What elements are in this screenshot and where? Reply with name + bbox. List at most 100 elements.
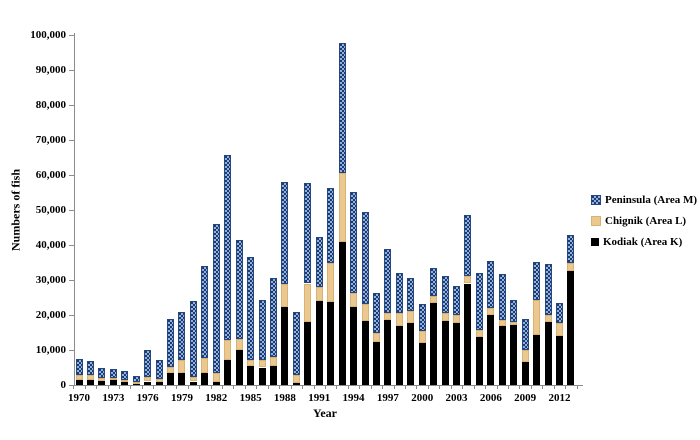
x-tick-label: 1991	[308, 392, 331, 404]
bar-segment-chignik-1972	[98, 378, 106, 381]
bar-segment-kodiak-1973	[109, 380, 117, 385]
x-tick-label: 2000	[411, 392, 434, 404]
bar-segment-peninsula-1977	[155, 359, 163, 380]
bar-segment-kodiak-2009	[521, 361, 529, 385]
bar-segment-kodiak-1999	[407, 322, 415, 385]
bar-segment-chignik-2004	[464, 276, 472, 284]
bar-segment-peninsula-1980	[189, 301, 197, 377]
legend: Peninsula (Area M) Chignik (Area L) Kodiak…	[591, 194, 697, 257]
bar-segment-chignik-1976	[144, 377, 152, 382]
bar-segment-chignik-1975	[132, 382, 140, 385]
bar-segment-chignik-1991	[315, 286, 323, 301]
y-axis-line	[74, 33, 75, 386]
y-tick-label: 90,000	[35, 64, 66, 76]
bar-segment-kodiak-1975	[132, 383, 140, 385]
bar-segment-kodiak-1986	[258, 367, 266, 385]
bar-segment-chignik-2000	[418, 331, 426, 344]
bar-segment-chignik-1982	[212, 372, 220, 383]
bar-segment-peninsula-1990	[304, 183, 312, 284]
bar-segment-chignik-2013	[567, 262, 575, 271]
x-tick	[302, 385, 304, 389]
chignik-swatch-icon	[591, 216, 601, 226]
bar-segment-peninsula-1971	[86, 360, 94, 375]
peninsula-swatch-icon	[591, 195, 601, 205]
bar-segment-peninsula-2007	[498, 274, 506, 320]
y-tick	[69, 35, 74, 36]
bar-segment-chignik-1979	[178, 360, 186, 374]
y-tick-label: 50,000	[35, 204, 66, 216]
x-tick	[473, 385, 475, 389]
x-tick	[324, 385, 326, 389]
x-tick	[210, 385, 212, 389]
bar-segment-peninsula-1997	[384, 248, 392, 313]
bar-segment-chignik-2006	[487, 308, 495, 315]
x-tick	[416, 385, 418, 389]
x-tick	[519, 385, 521, 389]
bar-segment-kodiak-2005	[475, 336, 483, 385]
x-tick	[427, 385, 429, 389]
bar-segment-chignik-1980	[189, 376, 197, 382]
x-tick	[256, 385, 258, 389]
bar-segment-peninsula-1976	[144, 350, 152, 378]
bar-segment-kodiak-2008	[510, 325, 518, 385]
bar-segment-chignik-2008	[510, 321, 518, 326]
x-tick	[542, 385, 544, 389]
x-tick-label: 1988	[273, 392, 296, 404]
bar-segment-chignik-1993	[338, 173, 346, 242]
x-tick	[153, 385, 155, 389]
y-tick	[69, 105, 74, 106]
bar-segment-kodiak-2011	[544, 321, 552, 385]
x-tick-label: 2003	[445, 392, 468, 404]
x-tick	[405, 385, 407, 389]
bar-segment-kodiak-1987	[269, 365, 277, 385]
bar-segment-chignik-2010	[533, 299, 541, 335]
x-tick-label: 1982	[205, 392, 228, 404]
x-tick	[565, 385, 567, 389]
bar-segment-peninsula-2003	[453, 285, 461, 315]
x-tick	[164, 385, 166, 389]
bar-segment-chignik-1984	[235, 338, 243, 350]
bar-segment-peninsula-1982	[212, 224, 220, 373]
y-tick-label: 20,000	[35, 309, 66, 321]
bar-segment-kodiak-2013	[567, 270, 575, 385]
x-tick	[439, 385, 441, 389]
bar-segment-peninsula-1992	[327, 188, 335, 264]
bar-segment-kodiak-1982	[212, 382, 220, 385]
bar-segment-kodiak-1985	[247, 365, 255, 385]
y-tick-label: 30,000	[35, 274, 66, 286]
x-tick-label: 1973	[102, 392, 125, 404]
x-tick	[107, 385, 109, 389]
x-axis-title: Year	[313, 406, 337, 420]
bar-segment-kodiak-1980	[189, 381, 197, 385]
x-tick	[267, 385, 269, 389]
y-tick	[69, 70, 74, 71]
y-tick-label: 40,000	[35, 239, 66, 251]
y-tick	[69, 245, 74, 246]
x-tick	[187, 385, 189, 389]
bar-segment-chignik-1970	[75, 374, 83, 380]
x-tick	[576, 385, 578, 389]
x-tick	[496, 385, 498, 389]
bar-segment-chignik-1973	[109, 378, 117, 381]
bar-segment-kodiak-1992	[327, 301, 335, 385]
bar-segment-kodiak-1997	[384, 319, 392, 385]
bar-segment-chignik-2011	[544, 315, 552, 322]
x-tick	[199, 385, 201, 389]
x-tick	[553, 385, 555, 389]
bar-segment-peninsula-1999	[407, 277, 415, 311]
bar-segment-kodiak-1990	[304, 321, 312, 385]
bar-segment-chignik-1988	[281, 283, 289, 307]
x-tick	[313, 385, 315, 389]
x-tick-label: 1994	[342, 392, 365, 404]
bar-segment-peninsula-1996	[372, 293, 380, 333]
bar-segment-peninsula-2013	[567, 234, 575, 263]
bar-segment-kodiak-1989	[292, 383, 300, 385]
bar-segment-kodiak-2000	[418, 343, 426, 385]
bar-segment-chignik-1992	[327, 263, 335, 302]
bar-segment-kodiak-2007	[498, 325, 506, 385]
bar-segment-kodiak-1981	[201, 372, 209, 385]
x-tick-label: 2012	[548, 392, 571, 404]
bar-segment-chignik-1990	[304, 283, 312, 322]
bar-segment-peninsula-2006	[487, 260, 495, 309]
